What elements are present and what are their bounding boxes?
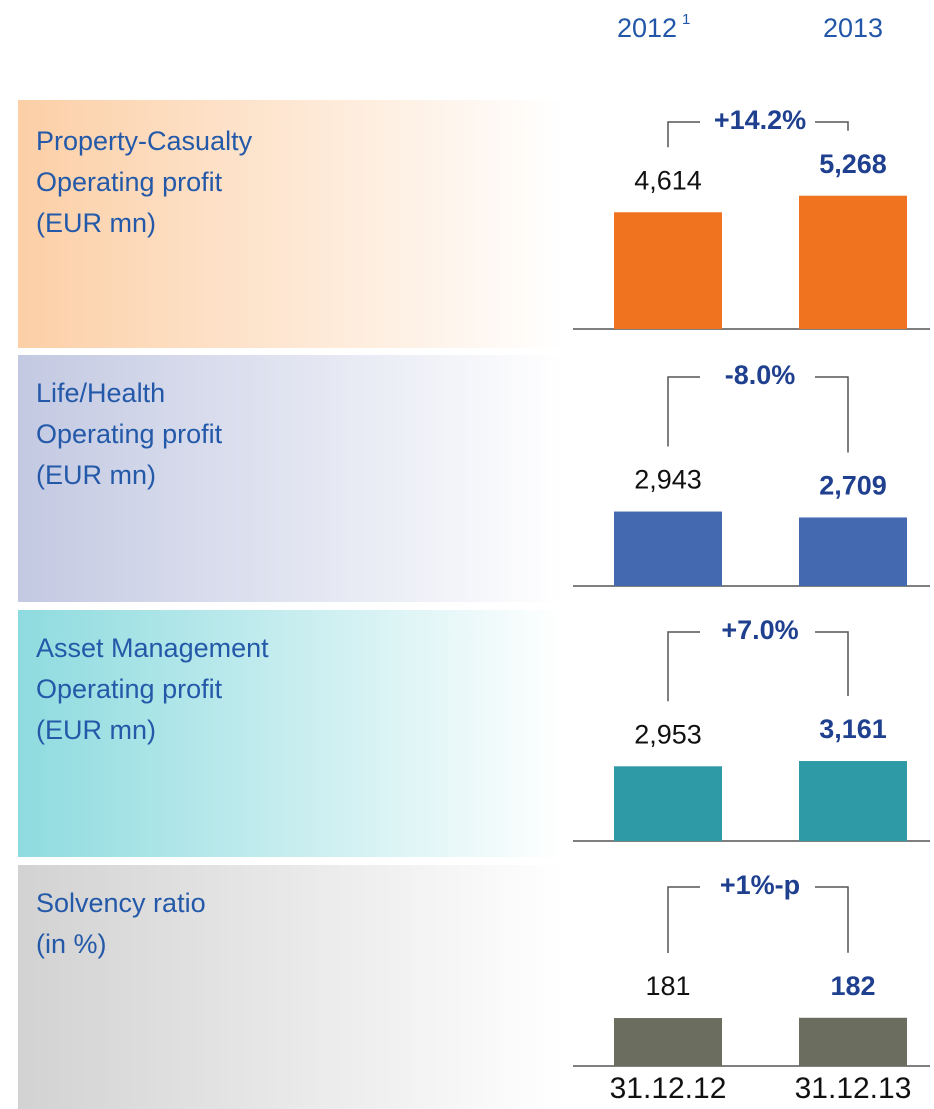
panel-title: Operating profit [36, 167, 223, 197]
bar [614, 511, 722, 586]
category-label: 31.12.13 [795, 1072, 912, 1105]
panel-title: Operating profit [36, 674, 223, 704]
change-bracket [667, 886, 849, 954]
value-label: 5,268 [819, 149, 887, 179]
bar [614, 212, 722, 329]
panel-title: Property-Casualty [36, 126, 253, 156]
value-label: 2,953 [634, 719, 702, 749]
bar [799, 195, 907, 329]
value-label: 2,709 [819, 471, 887, 501]
value-label: 2,943 [634, 465, 702, 495]
label-panel [18, 865, 563, 1109]
change-bracket [667, 121, 849, 148]
panel-title: (EUR mn) [36, 715, 156, 745]
panel-title: Operating profit [36, 419, 223, 449]
footnote-mark: 1 [682, 11, 690, 28]
label-panel [18, 100, 563, 348]
panel-title: (EUR mn) [36, 208, 156, 238]
panel-title: Asset Management [36, 633, 269, 663]
change-label: +7.0% [721, 615, 798, 645]
change-label: +1%-p [720, 870, 800, 900]
change-bracket [667, 376, 849, 453]
bar [799, 761, 907, 841]
change-label: -8.0% [725, 360, 796, 390]
value-label: 182 [830, 971, 875, 1001]
bar [614, 1018, 722, 1066]
bar [614, 766, 722, 841]
category-label: 31.12.12 [610, 1072, 727, 1105]
bar [799, 517, 907, 586]
label-panel [18, 610, 563, 857]
panel-title: (in %) [36, 929, 107, 959]
change-bracket [667, 631, 849, 702]
value-label: 181 [645, 971, 690, 1001]
change-label: +14.2% [714, 105, 806, 135]
bar [799, 1017, 907, 1066]
label-panel [18, 355, 563, 602]
column-header: 2012 [617, 13, 677, 43]
column-header: 2013 [823, 13, 883, 43]
panel-title: Life/Health [36, 378, 165, 408]
panel-title: Solvency ratio [36, 888, 206, 918]
panel-title: (EUR mn) [36, 460, 156, 490]
value-label: 3,161 [819, 714, 887, 744]
value-label: 4,614 [634, 165, 702, 195]
